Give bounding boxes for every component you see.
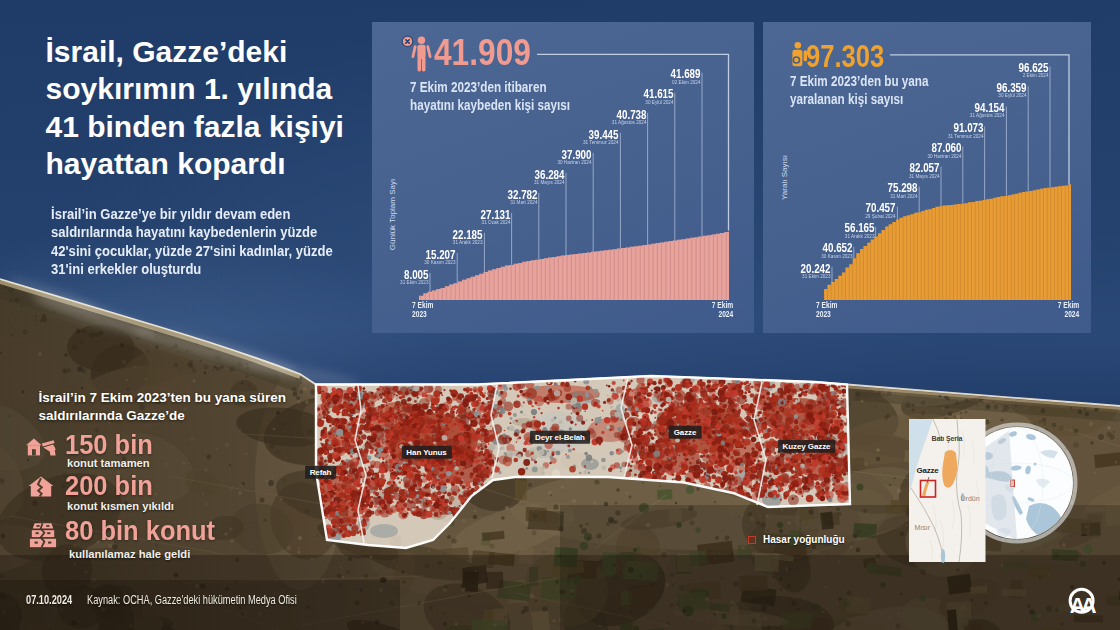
svg-text:Mısır: Mısır	[915, 524, 931, 531]
svg-text:Ürdün: Ürdün	[961, 495, 980, 502]
svg-text:Batı Şeria: Batı Şeria	[932, 435, 963, 443]
svg-text:AA: AA	[1070, 594, 1096, 618]
svg-text:Gazze: Gazze	[917, 466, 940, 475]
